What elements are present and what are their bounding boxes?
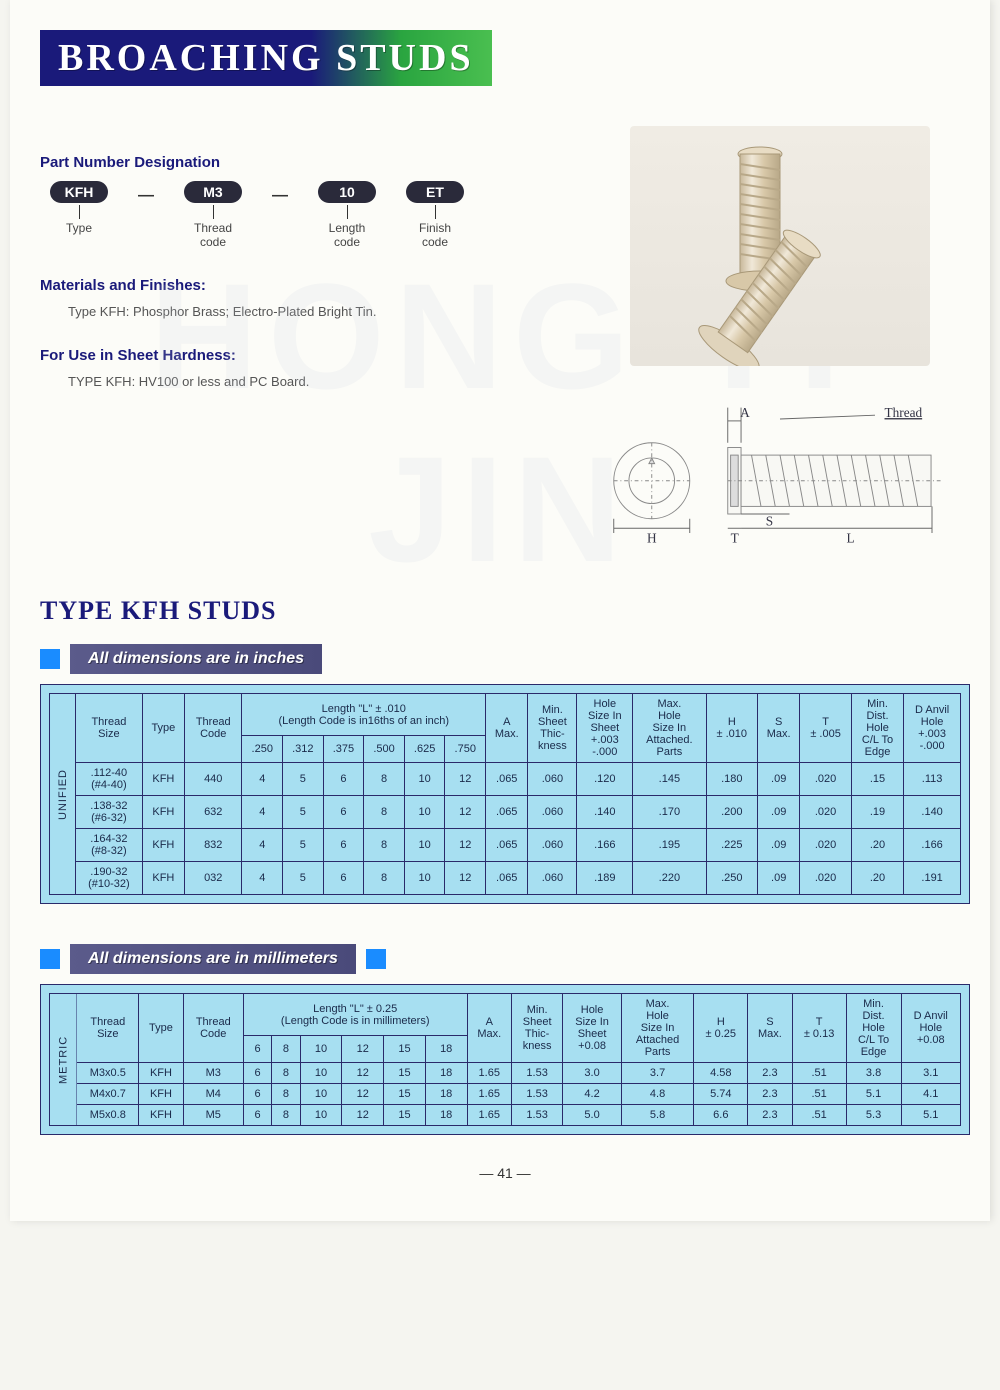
accent-square-icon xyxy=(40,949,60,969)
pill-thread: M3 xyxy=(184,181,242,203)
svg-text:A: A xyxy=(740,405,750,420)
svg-text:L: L xyxy=(847,531,855,546)
table-inches: UNIFIEDThread SizeTypeThread CodeLength … xyxy=(40,684,970,904)
page-title: BROACHING STUDS xyxy=(40,30,492,86)
technical-diagram: A Thread H T S L xyxy=(590,396,970,556)
inches-banner: All dimensions are in inches xyxy=(70,644,322,674)
accent-square-icon xyxy=(366,949,386,969)
pill-thread-label: Thread code xyxy=(184,221,242,249)
type-kfh-header: TYPE KFH STUDS xyxy=(40,596,970,626)
hardness-body: TYPE KFH: HV100 or less and PC Board. xyxy=(68,374,570,389)
table-mm: METRICThread SizeTypeThread CodeLength "… xyxy=(40,984,970,1135)
svg-text:Thread: Thread xyxy=(885,405,923,420)
page-number: — 41 — xyxy=(40,1165,970,1181)
pill-length: 10 xyxy=(318,181,376,203)
accent-square-icon xyxy=(40,649,60,669)
product-photo xyxy=(630,126,930,366)
pill-type: KFH xyxy=(50,181,108,203)
part-designation-heading: Part Number Designation xyxy=(40,154,570,171)
svg-text:S: S xyxy=(766,513,773,528)
materials-body: Type KFH: Phosphor Brass; Electro-Plated… xyxy=(68,304,570,319)
materials-heading: Materials and Finishes: xyxy=(40,277,570,294)
mm-banner: All dimensions are in millimeters xyxy=(70,944,356,974)
svg-text:T: T xyxy=(731,531,739,546)
part-number-diagram: KFH Type — M3 Thread code — 10 Length co… xyxy=(50,181,570,249)
svg-text:H: H xyxy=(647,531,657,546)
pill-finish-label: Finish code xyxy=(406,221,464,249)
pill-finish: ET xyxy=(406,181,464,203)
pill-type-label: Type xyxy=(50,221,108,235)
hardness-heading: For Use in Sheet Hardness: xyxy=(40,347,570,364)
pill-length-label: Length code xyxy=(318,221,376,249)
